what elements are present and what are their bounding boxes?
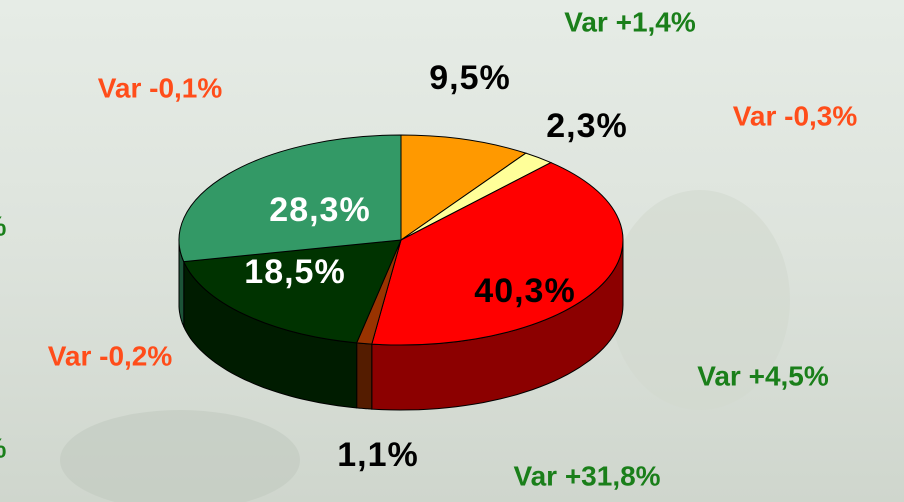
slice-side [357,343,372,409]
chart: 9,5% 2,3% 40,3% 1,1% 18,5% 28,3% Var +1,4% Var … [0,0,904,502]
annotation: % [0,210,7,241]
data-label: 40,3% [474,272,575,310]
annotation: Var +4,5% [697,360,829,391]
data-label: 28,3% [269,191,370,229]
annotation: Var +1,4% [564,6,696,37]
data-label: 1,1% [337,436,419,474]
annotation: Var -0,1% [98,72,223,103]
annotation: Var -0,3% [733,100,858,131]
annotation: Var +31,8% [513,460,660,491]
annotation: Var -0,2% [48,340,173,371]
data-label: 2,3% [546,107,628,145]
data-label: 18,5% [244,253,345,291]
annotation: % [0,432,7,463]
data-label: 9,5% [429,59,511,97]
